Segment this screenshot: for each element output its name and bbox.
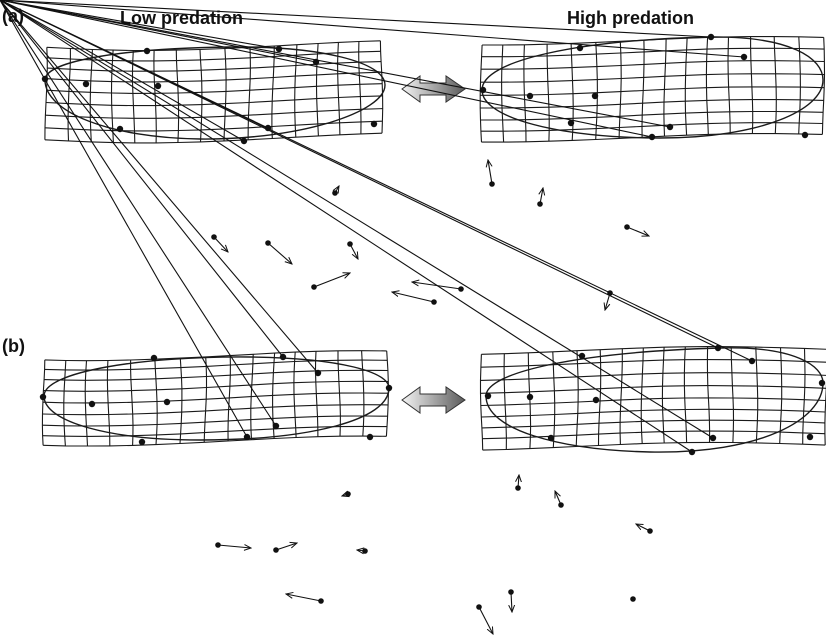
landmark-point [484,392,492,400]
displacement-vector [605,292,611,310]
landmark-point [138,438,146,446]
displacement-vector [217,545,251,548]
deformation-grid-b-low [41,350,389,447]
landmark-point [567,119,575,127]
displacement-vector [626,226,649,236]
landmark-point [370,120,378,128]
displacement-vector [554,491,562,506]
high-predation-title: High predation [567,8,694,28]
displacement-vector [540,188,543,205]
landmark-link [0,0,280,50]
double-arrow-icon-b [401,386,466,414]
double-arrow-icon-a [401,75,466,103]
landmark-point [806,433,814,441]
landmark-link [0,0,712,38]
displacement-vector [275,543,297,551]
landmark-point [366,433,374,441]
landmark-link [0,0,714,439]
displacement-vector [488,160,493,185]
landmark-link [0,0,284,358]
vectors-a [211,160,649,310]
displacement-vector [342,494,348,496]
landmark-point [150,354,158,362]
body-outline-a-high [481,36,824,139]
deformation-grid-b-high [479,346,826,451]
landmark-point [547,434,555,442]
displacement-vector [349,243,358,259]
displacement-vector [511,591,512,612]
displacement-vector [313,273,350,288]
landmark-point [163,398,171,406]
landmark-link [0,0,671,128]
landmark-point [82,80,90,88]
displacement-vector [357,550,366,551]
landmark-point [576,44,584,52]
links-b-low [0,0,319,438]
landmark-point [818,379,826,387]
landmark-point [88,400,96,408]
displacement-vector [335,186,339,193]
displacement-vector [636,524,651,532]
displacement-vector [518,475,519,489]
low-predation-title: Low predation [120,8,243,28]
landmark-link [0,0,245,142]
landmark-link [0,0,653,138]
landmark-link [0,0,753,362]
deformation-grid-a-low [44,40,384,144]
landmark-link [0,0,319,374]
landmark-link [0,0,277,427]
body-outline-a-low [44,46,386,140]
links-b-high [0,0,753,453]
landmark-point [385,384,393,392]
vectors-b [215,475,653,634]
deformation-grid-a-high [479,36,826,143]
landmark-link [0,0,745,58]
displacement-vector [478,606,493,634]
panel-b-label: (b) [2,336,25,356]
landmark-point [578,352,586,360]
landmark-point [116,125,124,133]
landmark-link [0,0,248,438]
landmark-point [592,396,600,404]
landmarks-b-high [484,344,826,456]
landmark-point [39,393,47,401]
displacement-vector [412,282,462,290]
displacement-vector [267,242,292,264]
landmark-point [526,393,534,401]
landmark-point [143,47,151,55]
landmark-point [591,92,599,100]
displacement-vector [286,594,322,602]
vector-origin [630,596,636,602]
displacement-vector [213,236,228,252]
landmark-link [0,0,693,453]
body-outline-b-high [485,347,824,453]
links-a-high [0,0,745,138]
landmark-point [526,92,534,100]
landmark-point [801,131,809,139]
displacement-vector [392,292,435,303]
landmark-point [154,82,162,90]
